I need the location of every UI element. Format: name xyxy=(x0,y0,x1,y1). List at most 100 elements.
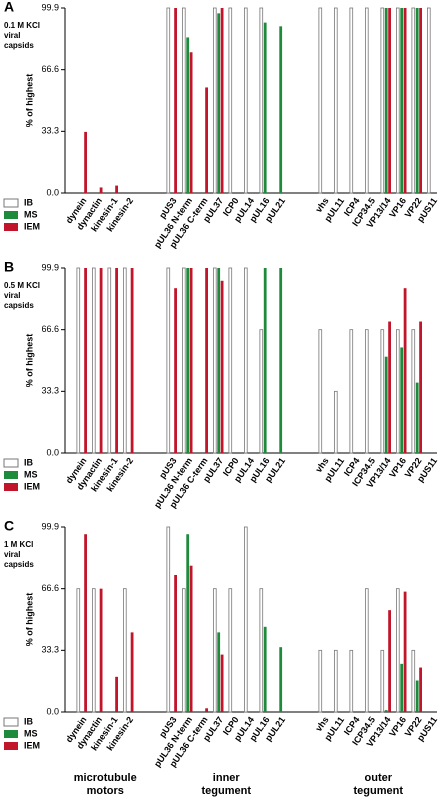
bar xyxy=(380,329,385,454)
bar xyxy=(263,268,267,453)
legend-label: IB xyxy=(24,457,34,467)
bar xyxy=(166,7,171,194)
bar xyxy=(217,632,221,712)
y-tick-label: 0.0 xyxy=(46,187,59,197)
annotation: viral xyxy=(4,31,20,40)
bar xyxy=(92,588,96,713)
y-tick-label: 33.3 xyxy=(41,386,59,396)
bar xyxy=(212,588,217,713)
bar xyxy=(400,663,404,712)
group-label: inner xyxy=(213,772,241,784)
bar xyxy=(205,708,208,712)
bar xyxy=(243,7,248,194)
bar xyxy=(205,268,208,453)
annotation: viral xyxy=(4,550,20,559)
legend-label: MS xyxy=(24,469,38,479)
bar xyxy=(130,268,134,453)
bar xyxy=(220,8,224,193)
bar xyxy=(279,268,283,453)
bar xyxy=(259,7,264,194)
bar xyxy=(349,329,354,454)
bar xyxy=(174,574,177,712)
annotation: capsids xyxy=(4,301,34,310)
bar xyxy=(349,649,354,713)
bar xyxy=(380,649,385,713)
bar xyxy=(107,267,112,454)
bar xyxy=(212,7,217,194)
group-label: motors xyxy=(87,785,124,797)
bar xyxy=(279,26,283,194)
bar xyxy=(92,267,96,454)
bar xyxy=(189,52,193,193)
annotation: 0.1 M KCl xyxy=(4,21,40,30)
bar xyxy=(395,7,400,194)
bar xyxy=(212,267,217,454)
bar xyxy=(318,7,323,194)
annotation: capsids xyxy=(4,41,34,50)
bar xyxy=(217,268,221,453)
bar xyxy=(395,588,400,713)
bar xyxy=(186,37,190,193)
bar xyxy=(419,667,422,712)
legend-label: IEM xyxy=(24,740,40,750)
bar xyxy=(220,654,224,712)
bar xyxy=(115,268,118,453)
panel-letter: B xyxy=(4,259,14,275)
legend-swatch xyxy=(4,211,18,219)
bar xyxy=(349,7,354,194)
bar xyxy=(419,321,422,453)
bar xyxy=(403,288,407,453)
bar xyxy=(411,329,416,454)
bar xyxy=(76,267,81,454)
annotation: viral xyxy=(4,291,20,300)
bar xyxy=(384,356,388,453)
bar xyxy=(333,7,338,194)
legend-swatch xyxy=(4,471,18,479)
bar xyxy=(123,267,127,454)
bar xyxy=(186,268,190,453)
legend-label: IB xyxy=(24,716,34,726)
bar xyxy=(388,321,391,453)
group-label: tegument xyxy=(202,785,252,797)
legend-swatch xyxy=(3,198,19,208)
legend-swatch xyxy=(3,717,19,727)
bar xyxy=(395,329,400,454)
bar xyxy=(318,649,323,713)
annotation: capsids xyxy=(4,560,34,569)
bar xyxy=(84,131,87,193)
bar xyxy=(174,288,177,453)
bar xyxy=(259,588,264,713)
bar xyxy=(380,7,385,194)
bar xyxy=(84,534,87,712)
bar xyxy=(189,565,193,712)
bar xyxy=(263,626,267,712)
bar xyxy=(181,267,186,454)
bar xyxy=(205,87,208,193)
y-tick-label: 99.9 xyxy=(41,521,59,531)
bar xyxy=(189,268,193,453)
y-tick-label: 66.6 xyxy=(41,64,59,74)
bar xyxy=(388,8,391,193)
legend-label: IEM xyxy=(24,221,40,231)
y-axis-title: % of highest xyxy=(24,74,34,128)
bar xyxy=(181,7,186,194)
bar xyxy=(333,649,338,713)
y-tick-label: 0.0 xyxy=(46,447,59,457)
annotation: 1 M KCl xyxy=(4,540,33,549)
bar xyxy=(388,610,391,712)
bar xyxy=(174,8,177,193)
bar xyxy=(76,588,81,713)
y-tick-label: 66.6 xyxy=(41,583,59,593)
bar xyxy=(228,7,233,194)
y-axis-title: % of highest xyxy=(24,334,34,388)
bar xyxy=(228,588,233,713)
bar xyxy=(99,268,103,453)
bar xyxy=(263,22,267,194)
bar xyxy=(403,591,407,712)
bar xyxy=(99,187,103,193)
bar xyxy=(279,647,283,712)
bar xyxy=(166,267,171,454)
y-axis-title: % of highest xyxy=(24,593,34,647)
y-tick-label: 66.6 xyxy=(41,324,59,334)
